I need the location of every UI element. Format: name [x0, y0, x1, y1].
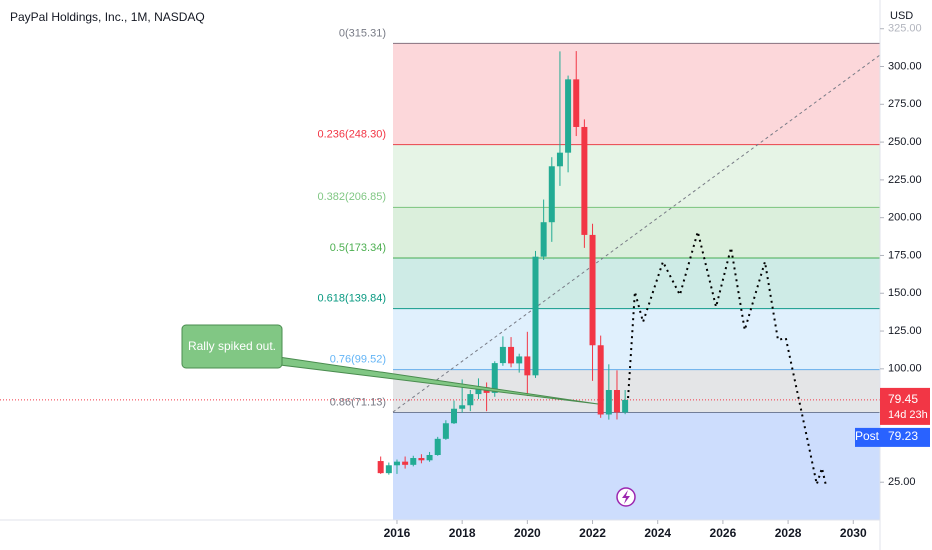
- projection-line: [627, 227, 827, 489]
- fib-label: 0.86(71.13): [330, 396, 386, 408]
- y-tick-label: 225.00: [888, 174, 922, 186]
- x-tick-label: 2022: [579, 526, 606, 540]
- candle-body: [491, 363, 498, 393]
- candle-body: [442, 423, 449, 439]
- candle-body: [589, 234, 596, 346]
- fib-band: [393, 207, 880, 258]
- y-tick-label: 300.00: [888, 60, 922, 72]
- candle-body: [402, 461, 409, 465]
- post-name: Post: [855, 429, 880, 443]
- y-tick-label: 275.00: [888, 98, 922, 110]
- y-tick-label: 100.00: [888, 363, 922, 375]
- x-tick-label: 2016: [384, 526, 411, 540]
- callout: Rally spiked out.: [181, 324, 599, 405]
- fib-label: 0.5(173.34): [330, 242, 386, 254]
- candle-body: [613, 390, 620, 413]
- candle-body: [622, 399, 629, 413]
- fib-band: [393, 412, 880, 520]
- candle-body: [451, 408, 458, 424]
- y-tick-label: 150.00: [888, 287, 922, 299]
- candle-body: [540, 222, 547, 257]
- callout-box: [181, 324, 283, 369]
- callout-text: Rally spiked out.: [188, 339, 276, 353]
- x-tick-label: 2024: [644, 526, 671, 540]
- candle-body: [581, 126, 588, 235]
- y-tick-label: 125.00: [888, 325, 922, 337]
- candle-body: [597, 345, 604, 415]
- fib-label: 0.382(206.85): [318, 191, 387, 203]
- marks: [0, 51, 880, 489]
- candle-body: [548, 166, 555, 223]
- event-icon: [616, 487, 636, 507]
- candle-body: [605, 390, 612, 415]
- candle-body: [434, 438, 441, 455]
- post-price-box: [880, 427, 930, 447]
- candle-body: [516, 356, 523, 364]
- currency: USD: [890, 10, 913, 22]
- y-tick-label: 25.00: [888, 476, 916, 488]
- candle-body: [565, 79, 572, 153]
- fib-label: 0.76(99.52): [330, 353, 386, 365]
- candle-body: [467, 394, 474, 406]
- fib-band: [393, 43, 880, 145]
- fib-bands: 0(315.31) 0.236(248.30) 0.382(206.85) 0.5(1…: [318, 27, 880, 520]
- fib-label: 0.236(248.30): [318, 129, 387, 141]
- candle-body: [475, 387, 482, 395]
- candle-body: [426, 455, 433, 461]
- candle-body: [385, 465, 392, 474]
- fib-band: [393, 144, 880, 208]
- candle-body: [499, 346, 506, 364]
- candle-body: [524, 356, 531, 376]
- trend-line: [392, 54, 881, 413]
- x-tick-label: 2018: [449, 526, 476, 540]
- last-price-box: [880, 387, 930, 425]
- candle-body: [393, 461, 400, 466]
- x-tick-label: 2020: [514, 526, 541, 540]
- post-price-label: 79.23: [888, 429, 918, 443]
- y-tick-label: 250.00: [888, 136, 922, 148]
- candle-body: [459, 405, 466, 409]
- x-tick-label: 2028: [775, 526, 802, 540]
- candle-body: [410, 458, 417, 465]
- candle-body: [556, 152, 563, 167]
- fib-label: 0(315.31): [339, 27, 386, 39]
- candle-body: [377, 461, 384, 474]
- event-bolt: [622, 490, 630, 504]
- fib-band: [393, 308, 880, 370]
- x-tick-label: 2030: [840, 526, 867, 540]
- last-price-label: 79.45: [888, 392, 918, 406]
- fib-band: [393, 369, 880, 413]
- y-tick-label: 175.00: [888, 249, 922, 261]
- y-tick-label: 200.00: [888, 212, 922, 224]
- candle-body: [418, 458, 425, 461]
- candle-body: [573, 79, 580, 127]
- x-tick-label: 2026: [710, 526, 737, 540]
- countdown-label: 14d 23h: [888, 409, 928, 421]
- chart-title: PayPal Holdings, Inc., 1M, NASDAQ: [10, 10, 205, 24]
- fib-label: 0.618(139.84): [318, 293, 387, 305]
- candle-body: [508, 346, 515, 364]
- candle-body: [532, 256, 539, 376]
- post-name-box: [855, 427, 880, 447]
- y-tick-label: 325.00: [888, 23, 922, 35]
